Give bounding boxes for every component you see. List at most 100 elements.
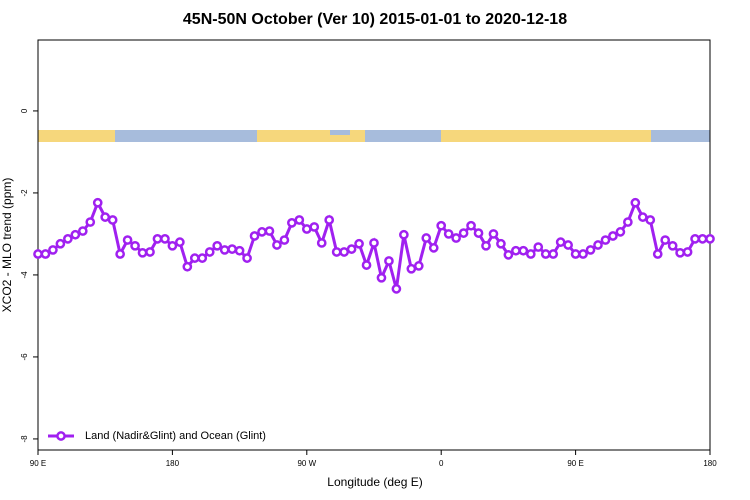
y-tick-label: -2 — [20, 189, 29, 197]
data-point — [234, 245, 245, 256]
data-point — [40, 249, 51, 259]
data-point — [100, 212, 111, 222]
x-tick-label: 90 E — [567, 459, 583, 468]
data-point — [175, 237, 185, 247]
data-point — [660, 235, 671, 245]
data-point — [533, 242, 544, 252]
data-point — [413, 261, 424, 271]
plot-frame — [37, 39, 711, 451]
data-point — [189, 253, 200, 263]
data-point — [219, 245, 230, 255]
data-point — [593, 240, 603, 250]
x-tick-label: 180 — [703, 459, 717, 468]
data-point — [249, 231, 260, 241]
data-point — [316, 238, 327, 248]
data-point — [488, 229, 499, 239]
data-point — [697, 234, 708, 244]
x-tick-label: 0 — [439, 459, 444, 468]
data-point — [391, 284, 402, 294]
data-point — [182, 261, 193, 272]
chart-title: 45N-50N October (Ver 10) 2015-01-01 to 2… — [183, 11, 567, 28]
y-axis-label: XCO2 - MLO trend (ppm) — [0, 178, 14, 313]
data-point — [443, 229, 454, 239]
data-point — [264, 226, 275, 236]
map-strip — [38, 130, 710, 142]
data-point — [85, 217, 96, 227]
x-tick-label: 90 E — [30, 459, 46, 468]
data-point — [675, 247, 685, 258]
y-tick-label: 0 — [20, 108, 29, 113]
data-point — [652, 249, 663, 259]
data-point — [630, 197, 641, 208]
data-point — [63, 234, 73, 244]
data-point — [301, 224, 312, 234]
data-point — [376, 272, 387, 283]
data-point — [257, 227, 267, 237]
data-point — [555, 237, 566, 247]
data-point — [458, 228, 469, 238]
data-point — [428, 243, 439, 253]
data-point — [115, 249, 125, 259]
data-point — [137, 247, 148, 258]
y-tick-label: -4 — [20, 271, 29, 279]
data-point — [212, 240, 223, 251]
data-point — [130, 240, 140, 251]
data-point — [122, 235, 133, 245]
data-point — [682, 247, 693, 257]
data-point — [55, 238, 66, 249]
data-point — [637, 212, 648, 222]
data-point — [451, 233, 461, 243]
data-point — [667, 240, 678, 251]
data-point — [406, 263, 417, 274]
data-point — [384, 256, 394, 266]
data-point — [272, 240, 282, 250]
data-point — [511, 245, 521, 256]
data-point — [399, 229, 409, 240]
data-point — [346, 244, 357, 254]
data-point — [70, 229, 81, 240]
data-point — [145, 247, 155, 257]
data-point — [92, 197, 103, 208]
data-point — [242, 253, 252, 263]
data-point — [167, 240, 178, 251]
data-point — [197, 253, 208, 263]
data-point — [77, 226, 88, 236]
data-point — [503, 249, 514, 260]
data-point — [287, 218, 297, 228]
data-point — [152, 234, 163, 244]
data-point — [279, 235, 290, 245]
data-point — [331, 247, 342, 257]
legend-label: Land (Nadir&Glint) and Ocean (Glint) — [85, 430, 266, 442]
data-point — [309, 222, 320, 232]
data-point — [48, 245, 58, 255]
data-point — [623, 217, 633, 227]
data-point — [107, 215, 118, 225]
data-point — [705, 234, 715, 244]
data-point — [578, 249, 588, 259]
data-point — [339, 247, 349, 257]
data-point — [369, 238, 379, 248]
y-tick-label: -6 — [20, 353, 29, 361]
data-point — [294, 215, 305, 225]
data-point — [496, 238, 506, 249]
data-point — [570, 249, 581, 259]
data-point — [361, 260, 372, 270]
data-point — [354, 238, 364, 249]
data-point — [160, 234, 170, 244]
data-point — [473, 228, 484, 238]
x-axis-label: Longitude (deg E) — [327, 475, 422, 489]
x-tick-label: 90 W — [297, 459, 316, 468]
data-point — [324, 215, 335, 225]
data-point — [600, 235, 611, 245]
data-point — [540, 249, 551, 259]
data-point — [690, 234, 700, 244]
data-point — [608, 231, 618, 241]
data-point — [645, 215, 656, 225]
x-tick-label: 180 — [166, 459, 180, 468]
data-point — [33, 249, 43, 259]
data-point — [436, 220, 447, 231]
data-point — [227, 244, 237, 254]
data-point — [548, 249, 559, 259]
